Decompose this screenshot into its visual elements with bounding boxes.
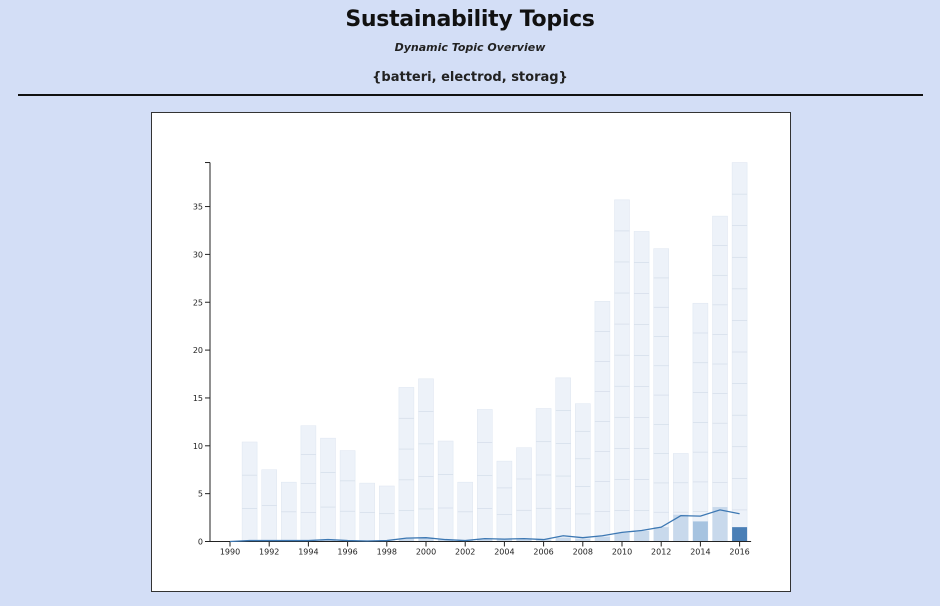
topic-bar-2008	[575, 538, 591, 542]
topic-chart: 0 5 10 15 20 25 30 35 1990 1992 1994 1996 1998 2000 20…	[193, 162, 752, 557]
topic-bar-1999	[398, 538, 414, 542]
topic-bar-2009	[594, 536, 610, 542]
total-bar-2005	[516, 447, 532, 542]
x-tick-label-2002: 2002	[455, 548, 475, 557]
y-tick-label-0: 0	[198, 538, 203, 547]
y-tick-label-20: 20	[193, 346, 203, 355]
topic-bar-2005	[516, 538, 532, 542]
topic-label: {batteri, electrod, storag}	[372, 70, 568, 85]
y-tick-label-25: 25	[193, 298, 203, 307]
total-bar-2007	[555, 377, 571, 542]
total-bar-1996	[339, 450, 356, 542]
total-bar-2001	[437, 440, 454, 542]
total-bar-1995	[320, 437, 336, 542]
topic-bar-2012	[653, 527, 669, 542]
total-bar-2008	[575, 403, 591, 542]
y-tick-label-5: 5	[198, 490, 203, 499]
topic-bar-2014	[692, 521, 708, 542]
topic-bar-2003	[477, 538, 493, 542]
total-bar-2000	[418, 378, 434, 542]
x-tick-label-1998: 1998	[377, 548, 397, 557]
total-bar-1991	[241, 441, 258, 542]
x-tick-label-2010: 2010	[612, 548, 632, 557]
topic-bar-2016	[732, 527, 748, 542]
topic-bar-2011	[634, 530, 650, 542]
page-title: Sustainability Topics	[345, 7, 595, 32]
topic-bar-2013	[673, 514, 689, 542]
x-tick-label-2014: 2014	[690, 548, 710, 557]
topic-bar-2015	[712, 507, 728, 542]
x-tick-label-1992: 1992	[259, 548, 279, 557]
y-tick-label-15: 15	[193, 394, 203, 403]
topic-trend-line	[229, 509, 740, 543]
topic-bar-2006	[536, 539, 552, 542]
y-tick-label-35: 35	[193, 203, 203, 212]
total-bar-2010	[614, 199, 630, 542]
x-tick-label-2006: 2006	[533, 548, 553, 557]
x-tick-label-1994: 1994	[298, 548, 318, 557]
y-tick-label-10: 10	[193, 442, 203, 451]
x-tick-label-2004: 2004	[494, 548, 514, 557]
topic-bar-2004	[496, 538, 512, 542]
topic-bar-2007	[555, 537, 571, 542]
total-bar-1999	[398, 387, 415, 542]
y-tick-label-30: 30	[193, 250, 203, 259]
total-bar-2004	[496, 460, 513, 542]
x-tick-label-1990: 1990	[220, 548, 240, 557]
header-divider	[18, 94, 923, 96]
x-tick-label-2000: 2000	[416, 548, 436, 557]
topic-bar-2000	[418, 537, 434, 542]
x-tick-label-2012: 2012	[651, 548, 671, 557]
total-bar-2015	[712, 215, 728, 542]
page-subtitle: Dynamic Topic Overview	[394, 41, 546, 54]
x-tick-label-2016: 2016	[729, 548, 749, 557]
topic-bar-2010	[614, 532, 630, 542]
chart-panel: 0 5 10 15 20 25 30 35 1990 1992 1994 1996 1998 2000 20…	[151, 112, 791, 592]
x-tick-label-2008: 2008	[573, 548, 593, 557]
x-tick-label-1996: 1996	[337, 548, 357, 557]
topic-bar-2001	[438, 539, 454, 542]
